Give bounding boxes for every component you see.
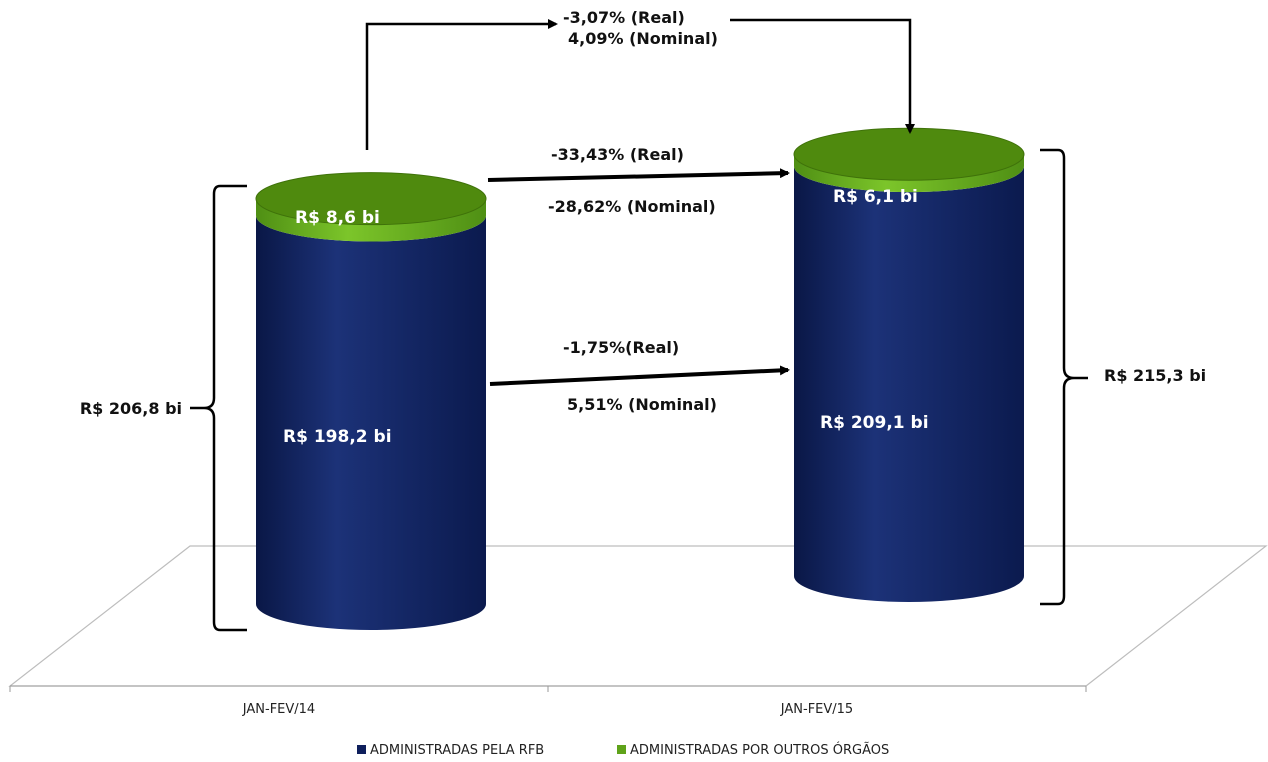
bar-outros-jan-fev-14: [256, 198, 486, 242]
bar-top-jan-fev-14: [255, 172, 487, 226]
total-bracket-jan-fev-14: [190, 184, 247, 632]
value-label-outros-jan-fev-15: R$ 6,1 bi: [833, 187, 918, 207]
outros-change-nominal: -28,62% (Nominal): [548, 197, 716, 216]
legend: ADMINISTRADAS PELA RFB ADMINISTRADAS POR…: [357, 742, 889, 758]
rfb-change-arrow: [489, 365, 790, 386]
chart-floor: [8, 545, 1268, 687]
total-bracket-jan-fev-15: [1040, 148, 1088, 606]
bar-outros-jan-fev-15: [794, 154, 1024, 193]
legend-label-outros: ADMINISTRADAS POR OUTROS ÓRGÃOS: [630, 742, 889, 758]
total-change-real: -3,07% (Real): [563, 8, 685, 27]
total-change-connector-right: [730, 18, 915, 134]
rfb-change-nominal: 5,51% (Nominal): [567, 395, 717, 414]
outros-change-arrow: [487, 168, 790, 182]
total-label-jan-fev-14: R$ 206,8 bi: [80, 399, 182, 418]
total-label-jan-fev-15: R$ 215,3 bi: [1104, 366, 1206, 385]
category-label-jan-fev-14: JAN-FEV/14: [242, 702, 315, 717]
rfb-change-real: -1,75%(Real): [563, 338, 679, 357]
value-label-rfb-jan-fev-14: R$ 198,2 bi: [283, 427, 392, 447]
bar-group-jan-fev-14: [255, 172, 487, 630]
total-change-nominal: 4,09% (Nominal): [568, 29, 718, 48]
value-label-rfb-jan-fev-15: R$ 209,1 bi: [820, 413, 929, 433]
value-label-outros-jan-fev-14: R$ 8,6 bi: [295, 208, 380, 228]
legend-swatch-rfb: [357, 745, 366, 754]
bar-rfb-jan-fev-14: [256, 215, 486, 630]
legend-swatch-outros: [617, 745, 626, 754]
bar-rfb-jan-fev-15: [794, 166, 1024, 602]
outros-change-real: -33,43% (Real): [551, 145, 684, 164]
legend-label-rfb: ADMINISTRADAS PELA RFB: [370, 743, 544, 758]
bar-top-jan-fev-15: [793, 127, 1025, 181]
category-label-jan-fev-15: JAN-FEV/15: [780, 702, 853, 717]
total-change-connector: [365, 19, 558, 150]
